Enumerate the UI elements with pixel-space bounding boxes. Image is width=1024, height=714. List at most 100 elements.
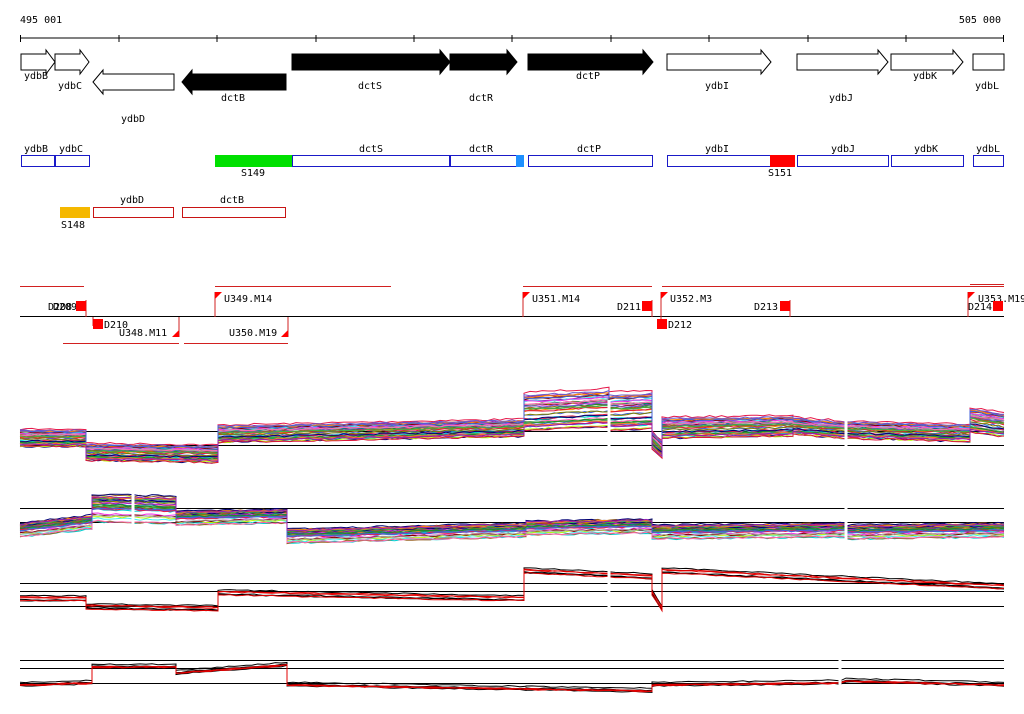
fwd-label-ydbB: ydbB	[24, 144, 48, 155]
segment-label-D213: D213	[754, 302, 778, 313]
rev-feature-dctB[interactable]: dctB	[182, 195, 286, 218]
ruler-start-coord: 495 001	[20, 15, 62, 26]
gene-arrow-ydbB[interactable]: ydbB	[20, 48, 56, 82]
site-marker-dctR-end[interactable]	[516, 155, 524, 167]
site-label-S151: S151	[768, 168, 792, 179]
segment-D209[interactable]: D209	[53, 301, 86, 313]
fwd-feature-ydbK[interactable]: ydbK	[891, 144, 964, 167]
segment-U349.M14[interactable]: U349.M14	[215, 292, 272, 305]
reverse-feature-track: S148 ydbD dctB	[60, 195, 286, 231]
gene-arrow-ydbL[interactable]: ydbL	[972, 53, 1005, 92]
expression-panel-2	[19, 470, 1005, 545]
segment-label-D208: D208	[48, 302, 72, 313]
fwd-label-ydbI: ydbI	[705, 144, 729, 155]
gene-label-ydbL: ydbL	[975, 81, 999, 92]
segment-label-D209: D209	[53, 302, 77, 313]
expression-panel-3	[19, 565, 1005, 613]
segment-label-D214: D214	[968, 302, 992, 313]
fwd-label-dctP: dctP	[577, 144, 601, 155]
gene-arrow-dctS[interactable]: dctS	[291, 48, 451, 92]
panel-3-traces	[19, 567, 1005, 613]
expression-trace	[19, 568, 1005, 609]
gene-arrow-track: ydbB ydbC ydbD dctB dctS dctR dctP ydbI	[20, 48, 1005, 125]
fwd-feature-dctS[interactable]: dctS	[292, 144, 450, 167]
segment-D211[interactable]: D211	[617, 301, 652, 313]
gene-arrow-ydbK[interactable]: ydbK	[890, 48, 964, 82]
expression-panel-1	[19, 386, 1005, 464]
fwd-label-ydbK: ydbK	[914, 144, 938, 155]
gene-arrow-dctB[interactable]: dctB	[181, 68, 287, 104]
fwd-feature-ydbB[interactable]: ydbB	[21, 144, 55, 167]
expression-trace	[20, 421, 1005, 462]
expression-trace	[19, 514, 1005, 541]
segment-D214[interactable]: D214	[968, 301, 1003, 313]
segment-D208[interactable]: D208	[48, 302, 72, 313]
gene-arrow-dctP[interactable]: dctP	[527, 48, 654, 82]
expression-trace	[19, 495, 1005, 532]
gene-arrow-dctR[interactable]: dctR	[449, 48, 518, 104]
expression-panel-4	[19, 655, 1005, 693]
segment-U348.M11[interactable]: U348.M11	[119, 328, 179, 339]
rev-feature-ydbD[interactable]: ydbD	[93, 195, 174, 218]
gene-arrow-ydbJ[interactable]: ydbJ	[796, 48, 889, 104]
fwd-feature-dctR[interactable]: dctR	[450, 144, 517, 167]
segment-D210[interactable]: D210	[93, 319, 128, 331]
forward-feature-track: ydbB ydbC dctS dctR dctP ydbI ydbJ ydbK	[21, 144, 1004, 179]
segment-label-D211: D211	[617, 302, 641, 313]
segment-label-U352.M3: U352.M3	[670, 294, 712, 305]
segment-label-U353.M19: U353.M19	[978, 294, 1024, 305]
panel-4-traces	[19, 661, 1005, 693]
expression-trace	[19, 568, 1005, 609]
fwd-label-dctS: dctS	[359, 144, 383, 155]
fwd-feature-ydbC[interactable]: ydbC	[55, 144, 90, 167]
panel-1-traces	[19, 386, 1005, 464]
fwd-feature-dctP[interactable]: dctP	[528, 144, 653, 167]
segment-D212[interactable]: D212	[657, 319, 692, 331]
expression-trace	[19, 508, 1005, 538]
segment-D213[interactable]: D213	[754, 301, 790, 313]
site-marker-S149[interactable]	[215, 155, 292, 167]
rev-label-ydbD: ydbD	[120, 195, 144, 206]
expression-trace	[19, 495, 1005, 532]
expression-trace	[19, 661, 1005, 689]
segment-U351.M14[interactable]: U351.M14	[523, 292, 580, 305]
gene-arrow-ydbI[interactable]: ydbI	[666, 48, 772, 92]
segment-track: U349.M14 U351.M14 D211 U352.M3 D213 U353…	[20, 284, 1024, 344]
fwd-label-ydbJ: ydbJ	[831, 144, 855, 155]
segment-label-U348.M11: U348.M11	[119, 328, 167, 339]
fwd-label-ydbL: ydbL	[976, 144, 1000, 155]
site-label-S148: S148	[61, 220, 85, 231]
gene-label-dctS: dctS	[358, 81, 382, 92]
gene-label-ydbI: ydbI	[705, 81, 729, 92]
expression-trace	[20, 567, 1005, 609]
segment-label-U350.M19: U350.M19	[229, 328, 277, 339]
panel-2-traces	[19, 493, 1005, 545]
segment-U352.M3[interactable]: U352.M3	[661, 292, 712, 305]
segment-label-U351.M14: U351.M14	[532, 294, 580, 305]
ruler-end-coord: 505 000	[959, 15, 1001, 26]
gene-label-ydbB: ydbB	[24, 71, 48, 82]
fwd-feature-ydbL[interactable]: ydbL	[973, 144, 1004, 167]
gene-arrow-ydbD[interactable]: ydbD	[92, 68, 175, 125]
site-label-S149: S149	[241, 168, 265, 179]
fwd-feature-ydbJ[interactable]: ydbJ	[797, 144, 889, 167]
segment-U350.M19[interactable]: U350.M19	[229, 328, 288, 339]
fwd-label-dctR: dctR	[469, 144, 494, 155]
gene-label-dctB: dctB	[221, 93, 245, 104]
site-marker-S151[interactable]	[770, 155, 795, 167]
segment-label-D212: D212	[668, 320, 692, 331]
gene-label-ydbJ: ydbJ	[829, 93, 853, 104]
expression-trace	[19, 501, 1005, 535]
gene-label-dctR: dctR	[469, 93, 494, 104]
gene-label-dctP: dctP	[576, 71, 600, 82]
gene-arrow-ydbC[interactable]: ydbC	[54, 48, 90, 92]
gene-label-ydbD: ydbD	[121, 114, 145, 125]
coordinate-ruler: 495 001 505 000	[20, 15, 1004, 42]
fwd-label-ydbC: ydbC	[59, 144, 83, 155]
segment-U353.M19[interactable]: U353.M19	[968, 292, 1024, 305]
site-marker-S148[interactable]	[60, 207, 90, 218]
expression-trace	[19, 493, 1005, 530]
expression-trace	[19, 572, 1005, 613]
segment-label-D210: D210	[104, 320, 128, 331]
